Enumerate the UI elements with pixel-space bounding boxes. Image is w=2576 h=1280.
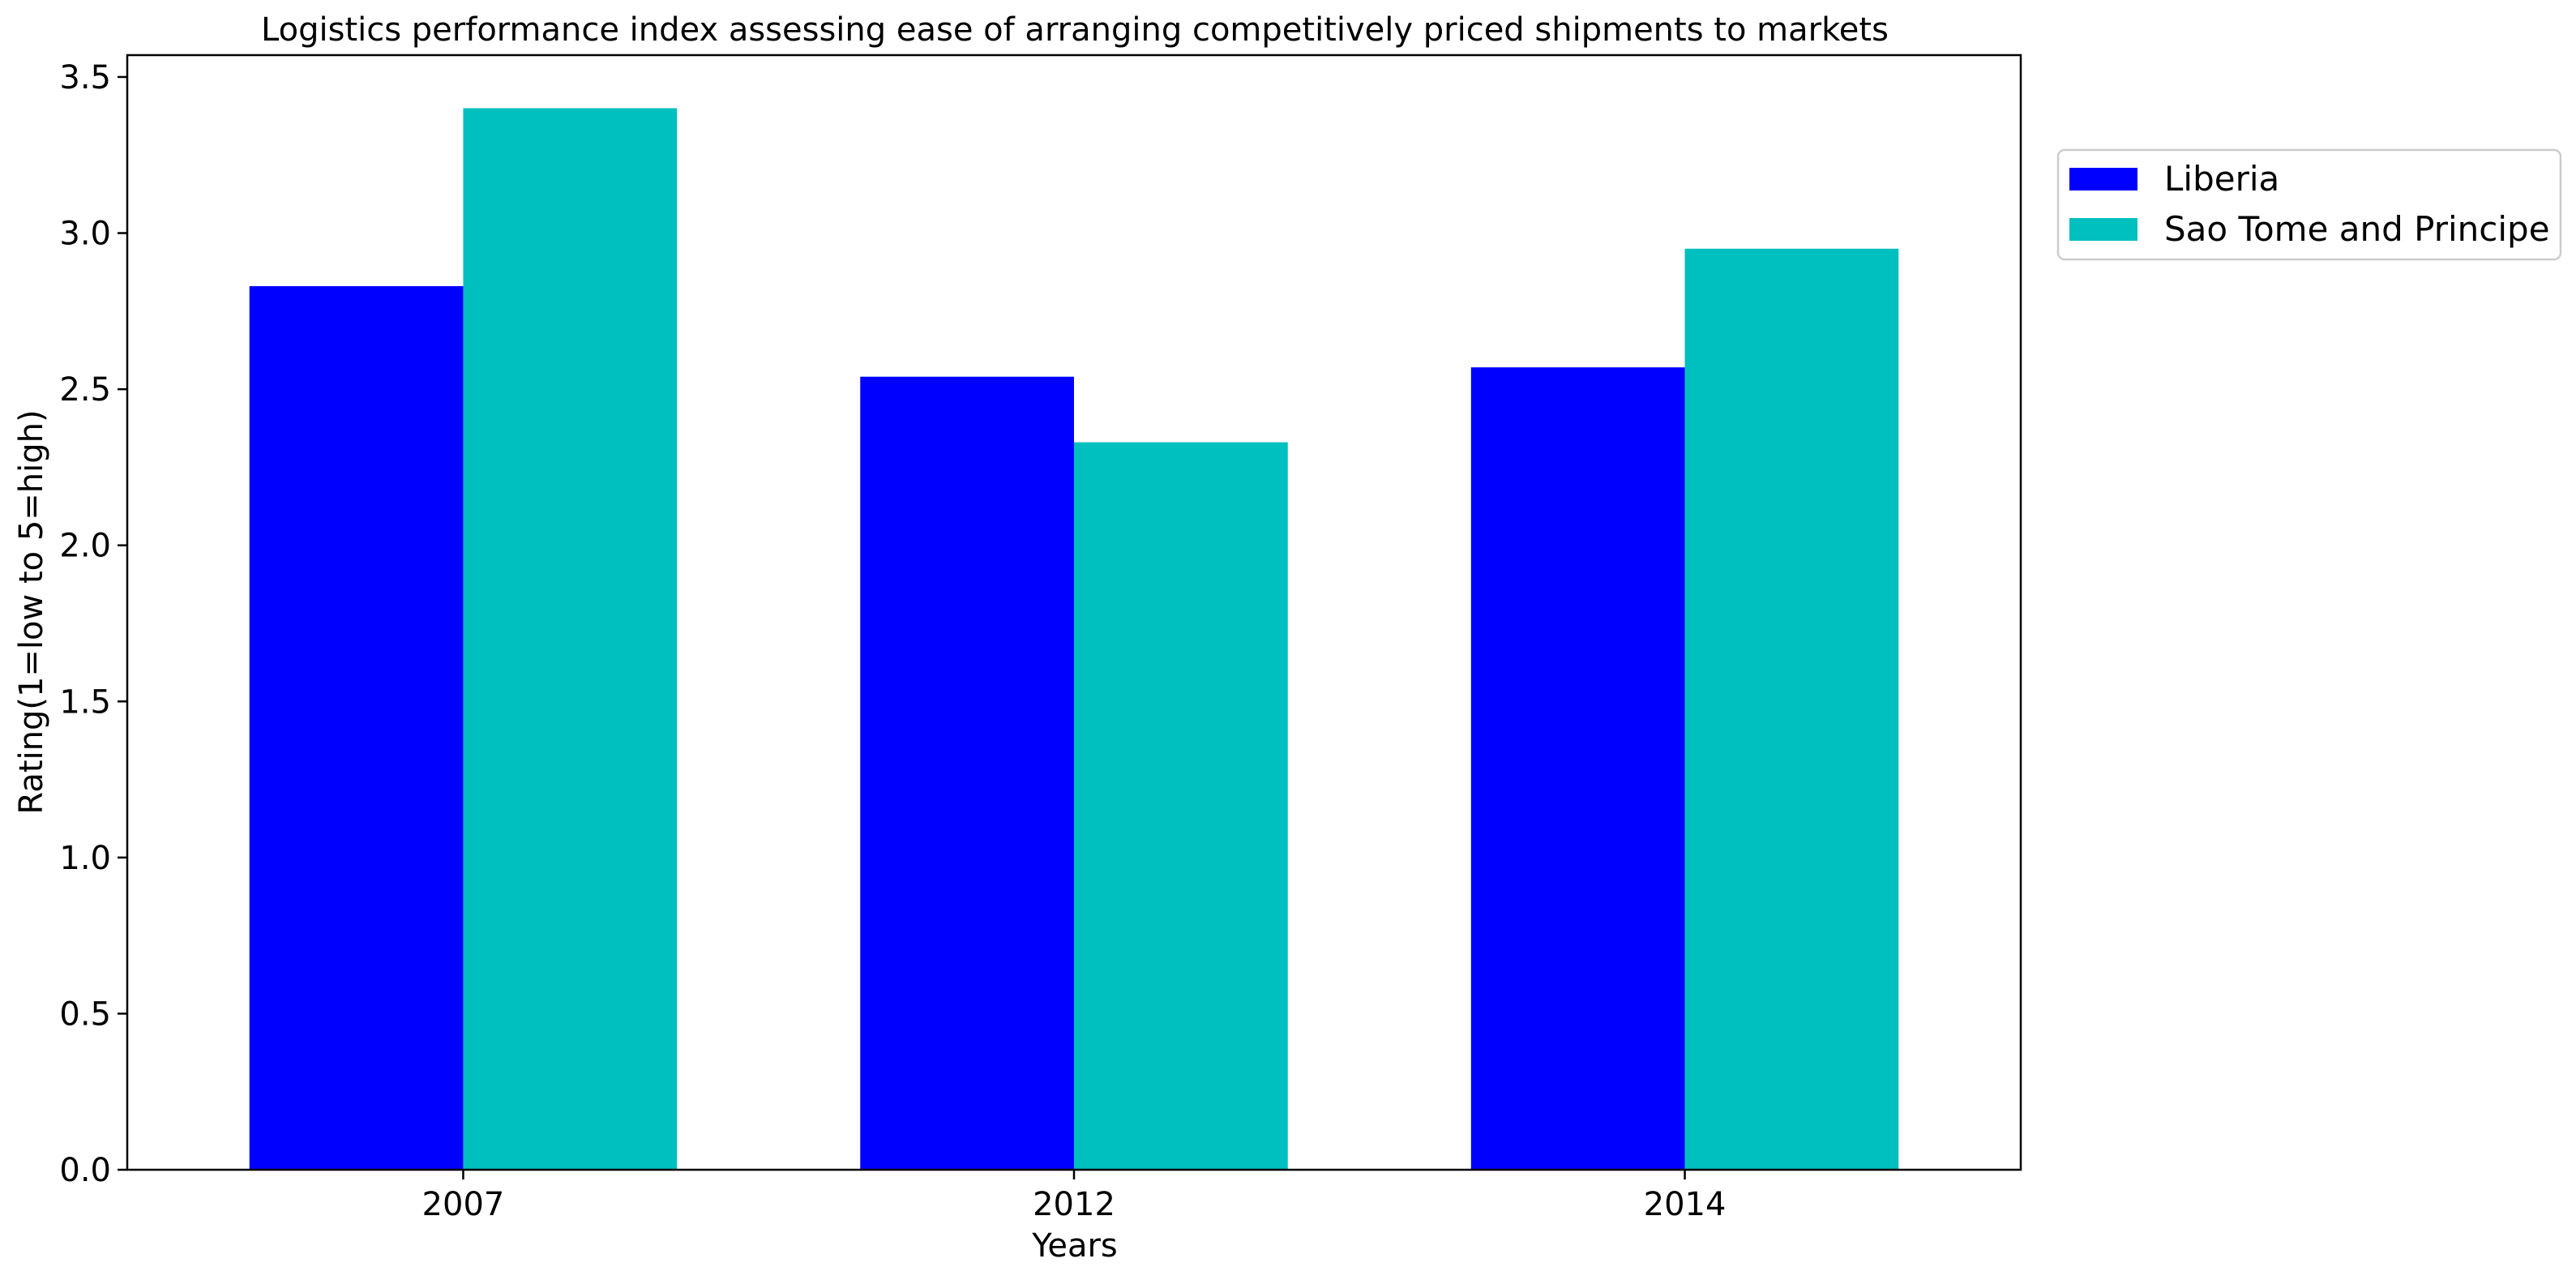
bars-group [249,108,1899,1170]
legend-swatch [2069,168,2137,191]
x-tick-label: 2012 [1033,1186,1115,1223]
y-tick-label: 1.0 [59,840,111,877]
x-axis-label: Years [1031,1227,1118,1265]
legend-swatch [2069,218,2137,241]
y-tick-label: 2.5 [59,371,111,409]
y-tick-label: 1.5 [59,683,111,721]
legend-frame [2056,148,2562,261]
bar-liberia-2007 [249,286,464,1170]
bar-liberia-2012 [860,376,1074,1170]
y-tick-label: 3.0 [59,216,111,253]
y-tick-label: 0.5 [59,995,111,1033]
x-axis-ticks: 2007 2012 2014 [422,1170,1727,1223]
y-axis-ticks: 0.0 0.5 1.0 1.5 2.0 2.5 3.0 3.5 [59,59,127,1189]
x-tick-label: 2007 [422,1186,505,1223]
legend: Liberia Sao Tome and Principe [2056,148,2562,261]
chart-title: Logistics performance index assessing ea… [261,11,1889,49]
legend-label: Sao Tome and Principe [2164,209,2550,249]
x-tick-label: 2014 [1644,1186,1727,1223]
legend-label: Liberia [2164,159,2279,199]
y-axis-label: Rating(1=low to 5=high) [13,409,50,814]
bar-liberia-2014 [1470,367,1685,1170]
y-tick-label: 3.5 [59,59,111,96]
y-tick-label: 2.0 [59,528,111,565]
bar-sao-tome-and-principe-2012 [1074,442,1288,1170]
bar-sao-tome-and-principe-2007 [463,108,678,1170]
bar-sao-tome-and-principe-2014 [1684,248,1899,1170]
y-tick-label: 0.0 [59,1152,111,1189]
